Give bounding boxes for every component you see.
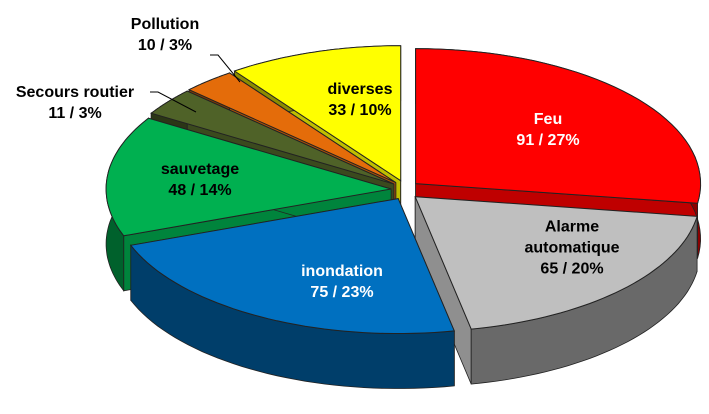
slice-label: Secours routier 11 / 3% — [0, 82, 155, 124]
slice-value: 11 / 3% — [48, 105, 102, 122]
slice — [105, 117, 392, 237]
slice-value: 75 / 23% — [310, 284, 374, 301]
slice-value: 48 / 14% — [168, 182, 232, 199]
leader-line — [150, 91, 197, 113]
slice — [129, 198, 456, 334]
slice-name: inondation — [301, 263, 383, 280]
leader-line — [210, 54, 241, 83]
slice — [415, 48, 702, 204]
slice — [414, 196, 698, 330]
slice-name: Feu — [533, 111, 563, 128]
slice-label: inondation 75 / 23% — [272, 261, 412, 303]
slice-value: 10 / 3% — [137, 37, 193, 54]
slice — [150, 90, 395, 185]
slice-name: Alarme automatique — [524, 218, 620, 257]
slice-label: Pollution 10 / 3% — [105, 14, 225, 56]
slice-value: 91 / 27% — [516, 132, 580, 149]
slice-label: sauvetage 48 / 14% — [130, 159, 270, 201]
slice-label: Feu 91 / 27% — [488, 109, 608, 151]
slice-label: diverses 33 / 10% — [300, 79, 420, 121]
slice-value: 65 / 20% — [540, 260, 604, 278]
slice-value: 33 / 10% — [328, 102, 392, 119]
slice-label: Alarme automatique 65 / 20% — [517, 217, 627, 280]
slice-name: Pollution — [130, 16, 200, 33]
slice-name: diverses — [327, 81, 393, 98]
slice — [233, 45, 402, 182]
slice — [187, 72, 397, 184]
slice-name: sauvetage — [160, 161, 240, 178]
slice-name: Secours routier — [15, 84, 135, 101]
